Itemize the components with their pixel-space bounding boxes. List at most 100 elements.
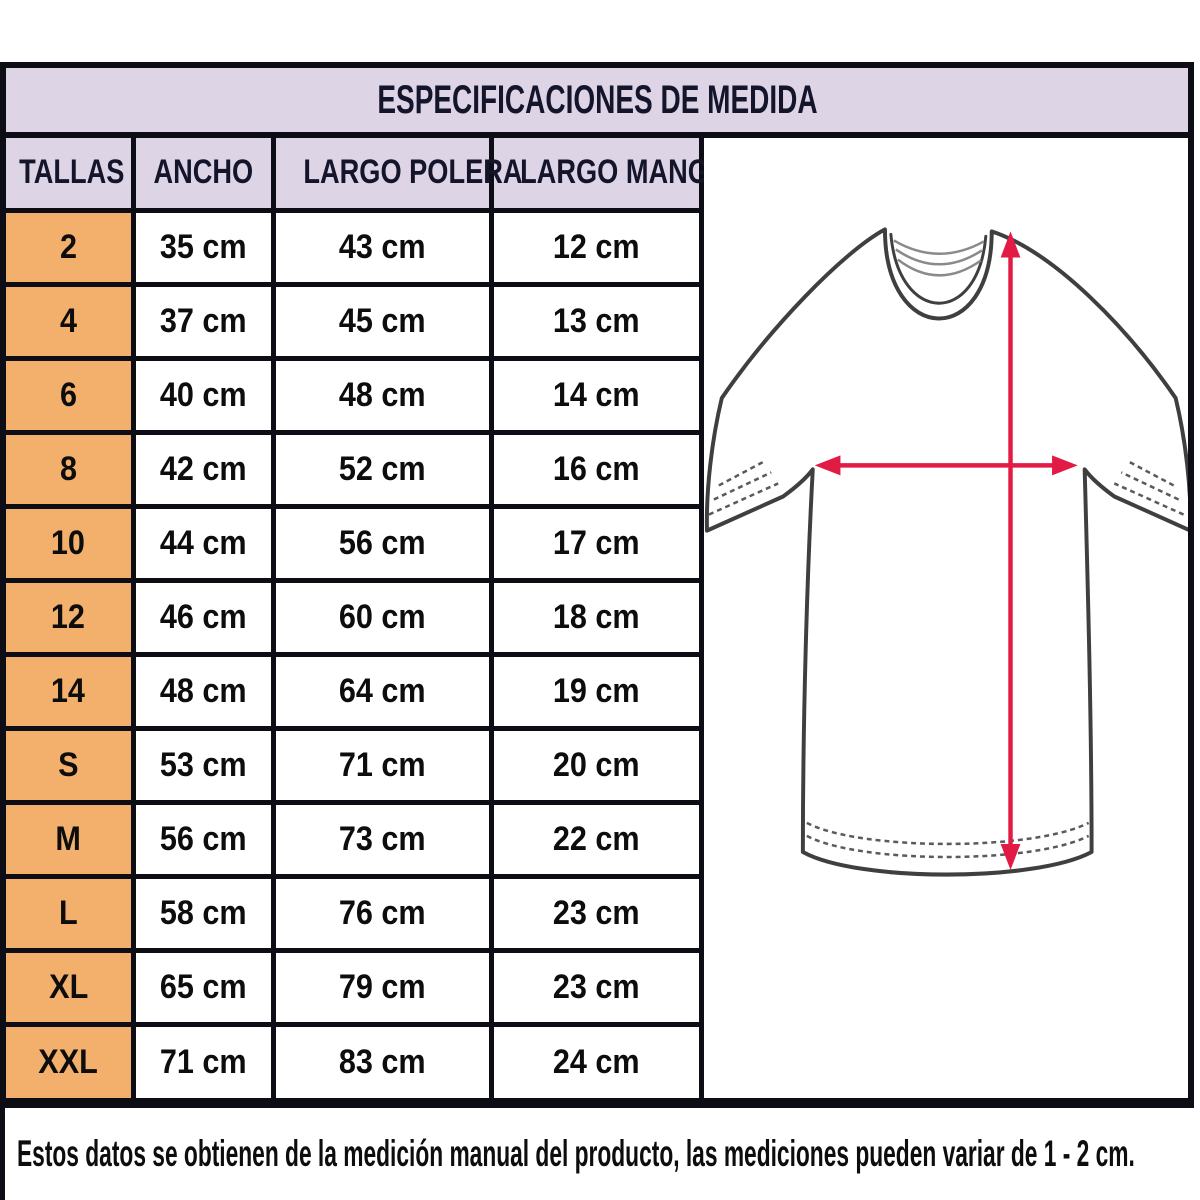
measurement-cell: 20 cm — [488, 725, 704, 805]
size-value-cell: M — [6, 799, 136, 879]
cell-text: 53 cm — [159, 745, 247, 784]
footer-note: Estos datos se obtienen de la medición m… — [17, 1133, 1135, 1174]
cell-text: 22 cm — [552, 819, 640, 858]
cell-text: 73 cm — [338, 819, 426, 858]
cell-text: XXL — [38, 1042, 99, 1081]
cell-text: 12 — [51, 597, 86, 636]
measurement-cell: 71 cm — [130, 1021, 276, 1098]
measurement-cell: 45 cm — [270, 281, 494, 361]
cell-text: 48 cm — [338, 375, 426, 414]
stitch-lines — [707, 460, 1184, 859]
cell-text: 48 cm — [159, 671, 247, 710]
title-band: ESPECIFICACIONES DE MEDIDA — [6, 68, 1188, 138]
cell-text: 6 — [59, 375, 77, 414]
column-header-largo-polera: LARGO POLERA — [270, 138, 522, 213]
spec-block: ESPECIFICACIONES DE MEDIDA TALLAS ANCHO … — [0, 62, 1194, 1108]
cell-text: 23 cm — [552, 967, 640, 1006]
size-value-cell: S — [6, 725, 136, 805]
cell-text: 56 cm — [159, 819, 247, 858]
cell-text: 65 cm — [159, 967, 247, 1006]
cell-text: 20 cm — [552, 745, 640, 784]
measurement-cell: 48 cm — [130, 651, 276, 731]
cell-text: 71 cm — [338, 745, 426, 784]
size-value-cell: XXL — [6, 1021, 136, 1098]
measurement-cell: 42 cm — [130, 429, 276, 509]
cell-text: 45 cm — [338, 301, 426, 340]
tshirt-measurement-diagram — [704, 227, 1188, 877]
horizontal-width-arrow — [814, 455, 1078, 476]
size-value-cell: 6 — [6, 355, 136, 435]
measurement-cell: 40 cm — [130, 355, 276, 435]
cell-text: 60 cm — [338, 597, 426, 636]
table-row: 2 35 cm 43 cm 12 cm — [6, 207, 704, 287]
measurement-cell: 73 cm — [270, 799, 494, 879]
cell-text: 35 cm — [159, 227, 247, 266]
measurement-cell: 22 cm — [488, 799, 704, 879]
measurement-cell: 65 cm — [130, 947, 276, 1027]
measurement-cell: 23 cm — [488, 873, 704, 953]
cell-text: 52 cm — [338, 449, 426, 488]
table-row: 12 46 cm 60 cm 18 cm — [6, 577, 704, 657]
size-value-cell: L — [6, 873, 136, 953]
table-row: L 58 cm 76 cm 23 cm — [6, 873, 704, 953]
cell-text: 16 cm — [552, 449, 640, 488]
measurement-cell: 16 cm — [488, 429, 704, 509]
cell-text: 2 — [59, 227, 77, 266]
cell-text: 71 cm — [159, 1042, 247, 1081]
size-table-body: 2 35 cm 43 cm 12 cm 4 37 cm 45 cm 13 cm 6 40 cm 48… — [6, 207, 704, 1098]
cell-text: XL — [48, 967, 88, 1006]
size-value-cell: 4 — [6, 281, 136, 361]
cell-text: 14 cm — [552, 375, 640, 414]
size-value-cell: 8 — [6, 429, 136, 509]
cell-text: 4 — [59, 301, 77, 340]
size-value-cell: 2 — [6, 207, 136, 287]
measurement-cell: 58 cm — [130, 873, 276, 953]
cell-text: 76 cm — [338, 893, 426, 932]
cell-text: 40 cm — [159, 375, 247, 414]
table-row: 6 40 cm 48 cm 14 cm — [6, 355, 704, 435]
measurement-cell: 60 cm — [270, 577, 494, 657]
cell-text: 10 — [51, 523, 86, 562]
cell-text: 17 cm — [552, 523, 640, 562]
cell-text: 23 cm — [552, 893, 640, 932]
column-header-largo-manga: LARGO MANGA — [488, 138, 728, 213]
measurement-cell: 53 cm — [130, 725, 276, 805]
cell-text: 24 cm — [552, 1042, 640, 1081]
cell-text: 46 cm — [159, 597, 247, 636]
table-row: XXL 71 cm 83 cm 24 cm — [6, 1021, 704, 1098]
measurement-cell: 14 cm — [488, 355, 704, 435]
collar-ribbing-lines — [892, 239, 984, 277]
cell-text: 14 — [51, 671, 86, 710]
cell-text: 58 cm — [159, 893, 247, 932]
column-header-row: TALLAS ANCHO LARGO POLERA LARGO MANGA — [6, 138, 728, 213]
cell-text: 64 cm — [338, 671, 426, 710]
cell-text: 19 cm — [552, 671, 640, 710]
size-value-cell: 10 — [6, 503, 136, 583]
cell-text: 8 — [59, 449, 77, 488]
table-row: S 53 cm 71 cm 20 cm — [6, 725, 704, 805]
cell-text: 18 cm — [552, 597, 640, 636]
measurement-cell: 17 cm — [488, 503, 704, 583]
measurement-cell: 56 cm — [270, 503, 494, 583]
measurement-cell: 64 cm — [270, 651, 494, 731]
measurement-cell: 48 cm — [270, 355, 494, 435]
column-header-tallas: TALLAS — [6, 138, 136, 213]
cell-text: 37 cm — [159, 301, 247, 340]
table-row: 14 48 cm 64 cm 19 cm — [6, 651, 704, 731]
vertical-length-arrow — [1000, 231, 1020, 871]
cell-text: 79 cm — [338, 967, 426, 1006]
cell-text: 13 cm — [552, 301, 640, 340]
measurement-cell: 76 cm — [270, 873, 494, 953]
page-title: ESPECIFICACIONES DE MEDIDA — [376, 77, 818, 122]
cell-text: 12 cm — [552, 227, 640, 266]
cell-text: M — [55, 819, 81, 858]
cell-text: 44 cm — [159, 523, 247, 562]
size-value-cell: 14 — [6, 651, 136, 731]
table-row: M 56 cm 73 cm 22 cm — [6, 799, 704, 879]
measurement-cell: 52 cm — [270, 429, 494, 509]
measurement-cell: 46 cm — [130, 577, 276, 657]
measurement-cell: 13 cm — [488, 281, 704, 361]
cell-text: 43 cm — [338, 227, 426, 266]
